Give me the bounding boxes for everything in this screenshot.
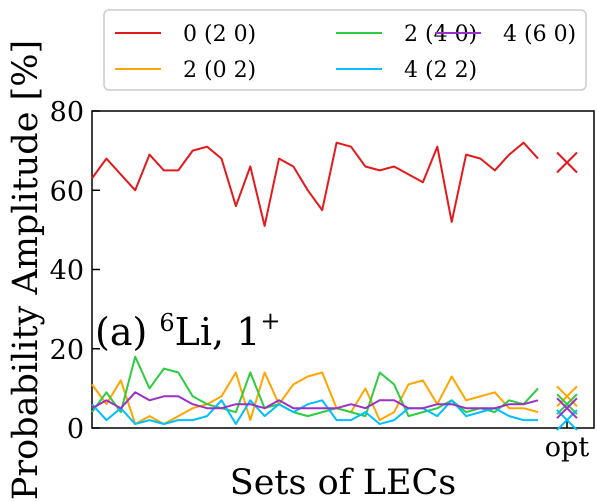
opt-marker-1 bbox=[556, 385, 578, 408]
opt-marker-4 bbox=[556, 397, 578, 419]
annotation-prefix: (a) bbox=[95, 310, 159, 354]
series-lines bbox=[91, 141, 539, 425]
x-axis: opt bbox=[545, 420, 590, 463]
legend-frame bbox=[103, 9, 587, 91]
legend-entry-4: 4 (6 0) bbox=[435, 22, 576, 47]
plot-frame bbox=[91, 110, 595, 429]
y-tick-label-40: 40 bbox=[50, 256, 84, 287]
opt-marker-0 bbox=[556, 151, 578, 174]
legend-label-2: 2 (4 0) bbox=[404, 22, 477, 47]
y-axis: 0 20 40 60 80 bbox=[50, 97, 100, 445]
annotation-mass-number: 6 bbox=[159, 309, 174, 337]
y-axis-title: Probability Amplitude [%] bbox=[6, 40, 46, 500]
y-tick-label-60: 60 bbox=[50, 176, 84, 207]
legend-entry-0: 0 (2 0) bbox=[115, 22, 256, 47]
legend-entry-3: 4 (2 2) bbox=[336, 58, 477, 83]
y-tick-label-0: 0 bbox=[67, 414, 84, 445]
annotation-element: Li, 1 bbox=[175, 310, 261, 354]
legend-label-4: 4 (6 0) bbox=[503, 22, 576, 47]
series-line-4 bbox=[91, 391, 539, 410]
legend-entry-1: 2 (0 2) bbox=[115, 58, 256, 83]
plot-area: 0 20 40 60 80 opt bbox=[50, 97, 595, 463]
series-line-0 bbox=[91, 141, 539, 227]
legend-entry-2: 2 (4 0) bbox=[336, 22, 477, 47]
x-axis-title: Sets of LECs bbox=[230, 463, 457, 501]
opt-marker-3 bbox=[556, 409, 578, 431]
legend-label-1: 2 (0 2) bbox=[183, 58, 256, 83]
y-tick-label-20: 20 bbox=[50, 335, 84, 366]
legend-label-0: 0 (2 0) bbox=[183, 22, 256, 47]
opt-markers bbox=[556, 151, 578, 431]
panel-annotation: (a) 6Li, 1+ bbox=[95, 307, 281, 354]
opt-marker-2 bbox=[556, 393, 578, 415]
legend: 0 (2 0) 2 (0 2) 2 (4 0) 4 (2 2) 4 (6 0) bbox=[103, 9, 587, 91]
x-tick-label-opt: opt bbox=[545, 432, 590, 463]
series-line-2 bbox=[91, 355, 539, 418]
y-tick-label-80: 80 bbox=[50, 97, 84, 128]
legend-label-3: 4 (2 2) bbox=[404, 58, 477, 83]
annotation-parity: + bbox=[260, 307, 280, 335]
series-line-3 bbox=[91, 399, 538, 425]
